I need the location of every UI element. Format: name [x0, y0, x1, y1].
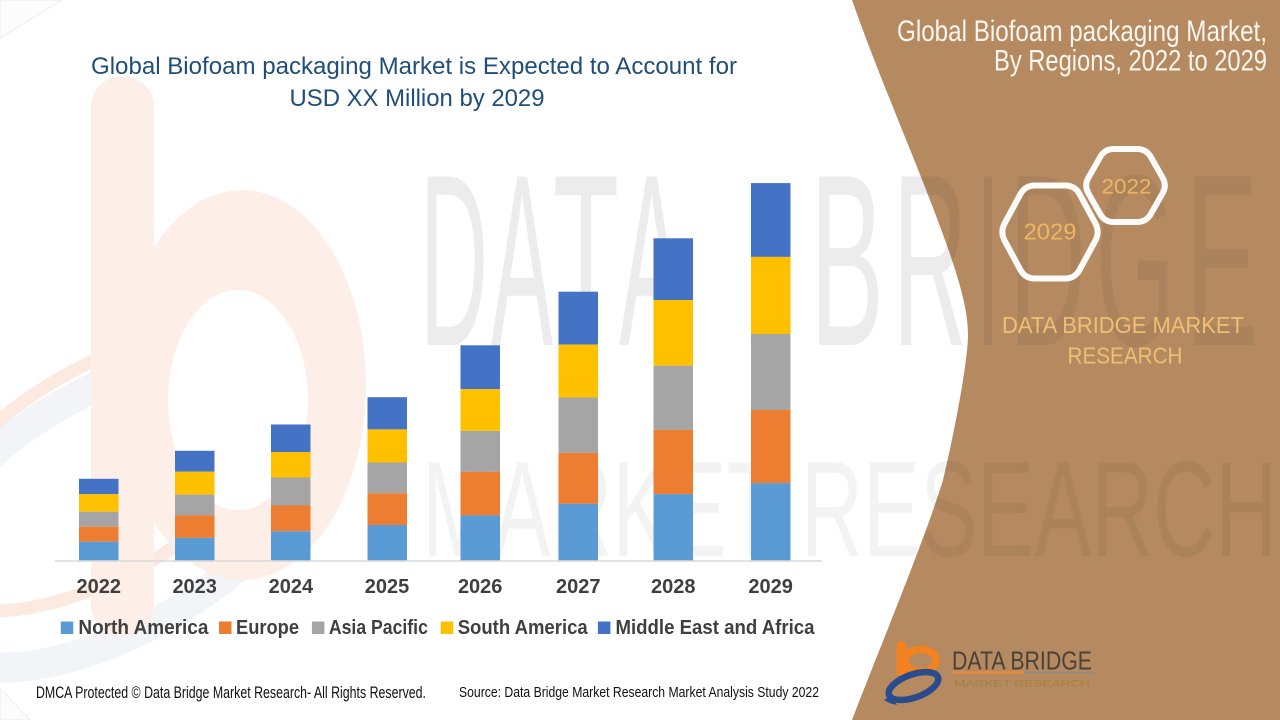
svg-text:DMCA Protected © Data Bridge M: DMCA Protected © Data Bridge Market Rese… [36, 683, 426, 702]
svg-text:RESEARCH: RESEARCH [1068, 342, 1183, 368]
svg-text:2028: 2028 [651, 576, 696, 598]
svg-text:2029: 2029 [1024, 219, 1077, 245]
svg-text:Source: Data Bridge Market Res: Source: Data Bridge Market Research Mark… [459, 684, 819, 701]
svg-text:South America: South America [458, 617, 589, 639]
svg-text:Global Biofoam packaging Marke: Global Biofoam packaging Market is Expec… [91, 53, 737, 80]
svg-text:2026: 2026 [458, 576, 503, 598]
svg-text:Global Biofoam packaging Marke: Global Biofoam packaging Market, [897, 15, 1267, 48]
svg-text:MARKET RESEARCH: MARKET RESEARCH [954, 679, 1090, 690]
svg-text:DATA BRIDGE MARKET: DATA BRIDGE MARKET [1002, 312, 1244, 338]
svg-text:DATA BRIDGE: DATA BRIDGE [952, 645, 1092, 675]
svg-text:2022: 2022 [77, 576, 122, 598]
svg-text:USD XX Million by 2029: USD XX Million by 2029 [290, 85, 545, 112]
svg-text:Europe: Europe [236, 617, 299, 639]
svg-text:2024: 2024 [269, 576, 314, 598]
svg-text:Asia Pacific: Asia Pacific [329, 617, 428, 639]
svg-text:2027: 2027 [556, 576, 601, 598]
svg-text:2022: 2022 [1102, 176, 1152, 199]
svg-text:Middle East and Africa: Middle East and Africa [616, 617, 816, 639]
svg-text:By Regions, 2022 to 2029: By Regions, 2022 to 2029 [994, 45, 1267, 78]
svg-text:2023: 2023 [172, 576, 217, 598]
svg-text:2029: 2029 [748, 576, 793, 598]
svg-text:2025: 2025 [365, 576, 410, 598]
svg-text:North America: North America [78, 617, 209, 639]
